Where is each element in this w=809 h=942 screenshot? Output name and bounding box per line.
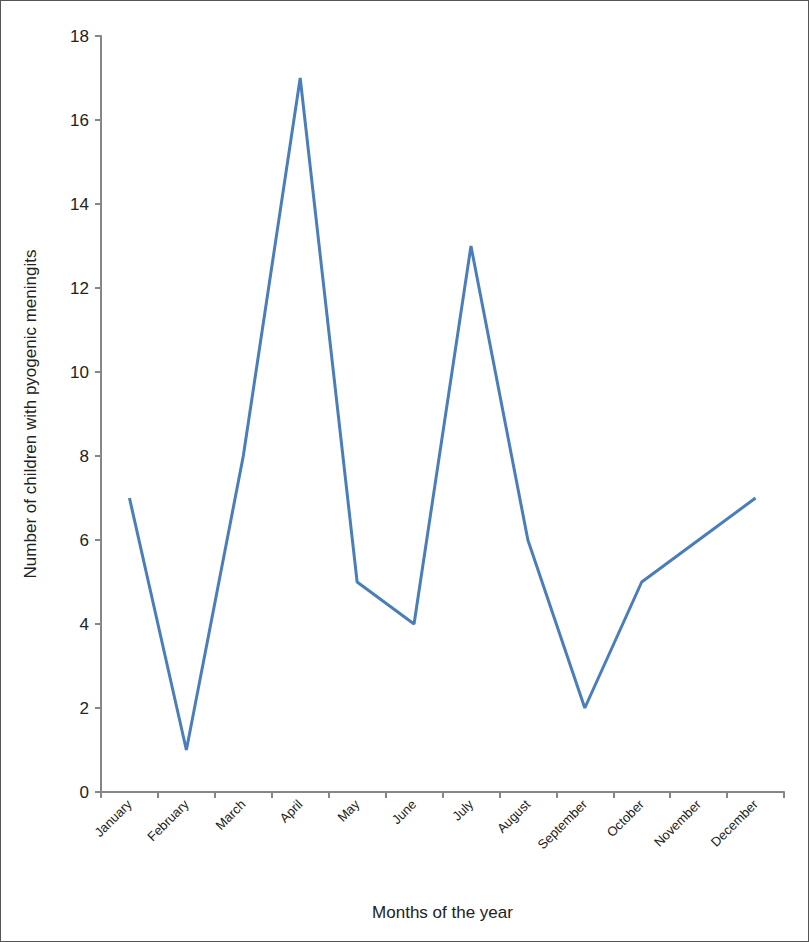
- svg-text:May: May: [334, 796, 362, 824]
- svg-text:June: June: [389, 797, 420, 828]
- svg-text:16: 16: [70, 111, 89, 130]
- svg-text:4: 4: [80, 615, 89, 634]
- svg-text:8: 8: [80, 447, 89, 466]
- svg-text:October: October: [604, 796, 648, 840]
- svg-text:August: August: [494, 796, 533, 835]
- svg-text:December: December: [708, 796, 761, 849]
- svg-text:10: 10: [70, 363, 89, 382]
- svg-text:2: 2: [80, 699, 89, 718]
- svg-text:April: April: [277, 797, 306, 826]
- svg-text:March: March: [212, 797, 248, 833]
- svg-text:0: 0: [80, 783, 89, 802]
- svg-text:November: November: [651, 796, 704, 849]
- svg-text:12: 12: [70, 279, 89, 298]
- svg-text:18: 18: [70, 27, 89, 46]
- svg-text:September: September: [535, 796, 591, 852]
- svg-text:Months of the year: Months of the year: [372, 903, 513, 922]
- svg-text:6: 6: [80, 531, 89, 550]
- svg-text:July: July: [449, 796, 476, 823]
- svg-text:February: February: [144, 796, 192, 844]
- svg-text:January: January: [91, 796, 135, 840]
- svg-text:14: 14: [70, 195, 89, 214]
- svg-text:Number of children with pyogen: Number of children with pyogenic meningi…: [21, 250, 40, 579]
